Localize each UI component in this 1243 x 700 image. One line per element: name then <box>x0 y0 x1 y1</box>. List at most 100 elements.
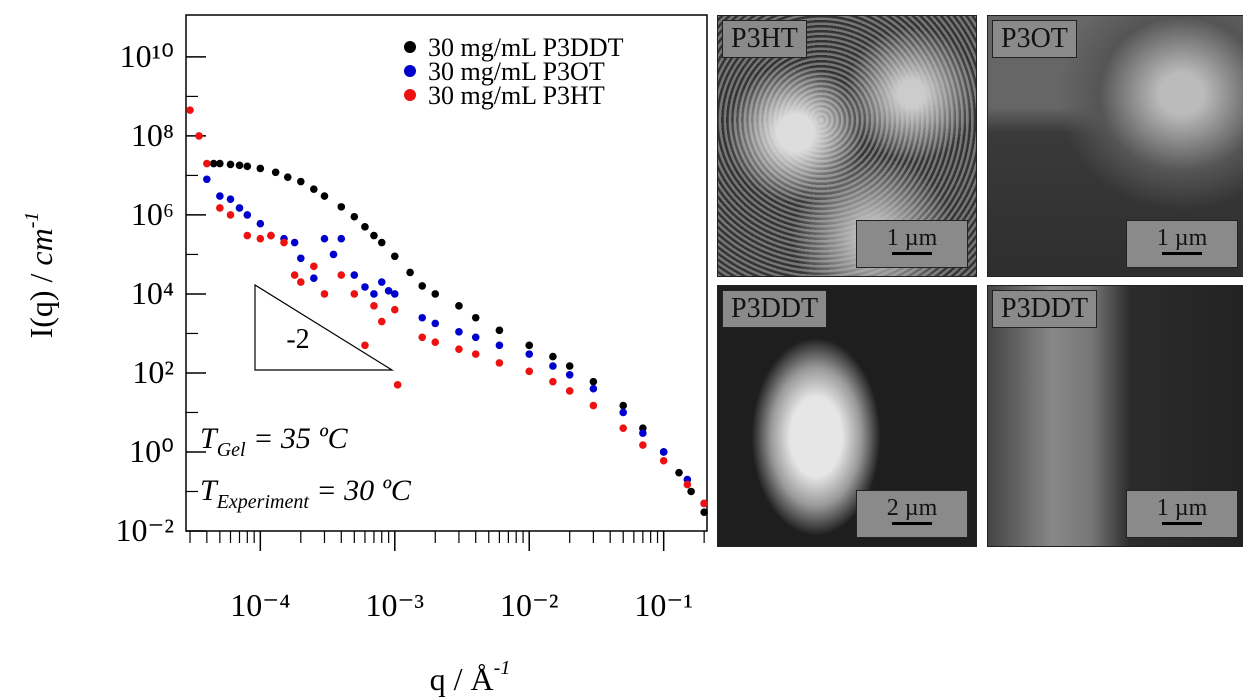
scale-bar <box>892 522 932 525</box>
data-point <box>455 302 463 310</box>
y-tick-label: 10⁶ <box>131 196 174 232</box>
x-tick-label: 10⁻³ <box>366 587 424 623</box>
scale-label: 1 µm <box>886 225 938 251</box>
image-label: P3OT <box>992 20 1077 58</box>
data-point <box>390 305 399 314</box>
data-point <box>235 161 244 170</box>
micrograph: P3DDT 2 µm <box>717 285 977 547</box>
data-point <box>283 173 292 182</box>
data-point <box>280 238 288 247</box>
data-point <box>384 287 393 295</box>
data-point <box>361 341 369 350</box>
data-point <box>390 252 399 261</box>
data-point <box>271 168 280 177</box>
scale-box: 1 µm <box>856 220 968 268</box>
data-point <box>431 338 440 347</box>
scale-box: 1 µm <box>1126 490 1238 538</box>
y-axis-label: I(q) / cm-1 <box>21 212 59 339</box>
y-tick-label: 10⁸ <box>131 117 174 153</box>
data-point <box>393 381 402 389</box>
data-point <box>235 204 244 212</box>
micrograph: P3DDT 1 µm <box>987 285 1243 547</box>
y-tick-label: 10⁰ <box>129 433 174 469</box>
y-tick-label: 10² <box>132 354 174 390</box>
x-tick-label: 10⁻¹ <box>634 587 692 623</box>
t-symbol: T <box>200 422 219 455</box>
scale-bar <box>1162 252 1202 255</box>
data-point <box>226 195 235 204</box>
x-tick-label: 10⁻⁴ <box>230 587 290 623</box>
data-point <box>565 387 574 395</box>
data-point <box>337 203 346 211</box>
data-point <box>377 317 386 326</box>
data-point <box>329 250 338 259</box>
data-point <box>377 278 386 286</box>
data-point <box>226 160 235 169</box>
t-text: = 30 ºC <box>309 474 412 507</box>
data-point <box>370 231 378 240</box>
scale-label: 1 µm <box>1156 495 1208 521</box>
data-point <box>589 384 598 393</box>
slope-triangle <box>254 283 395 371</box>
data-point <box>418 313 427 322</box>
data-point <box>216 159 224 168</box>
data-point <box>565 370 574 379</box>
data-point <box>337 271 346 279</box>
data-point <box>361 223 369 231</box>
legend-label: 30 mg/mL P3HT <box>428 81 605 110</box>
data-point <box>525 341 534 350</box>
data-point <box>310 185 318 193</box>
t-experiment: TExperiment = 30 ºC <box>200 474 412 513</box>
micrograph: P3HT 1 µm <box>717 15 977 277</box>
y-label-text: I(q) / <box>23 266 59 339</box>
data-point <box>675 468 683 477</box>
data-point <box>565 362 574 370</box>
data-point <box>310 274 318 283</box>
data-point <box>350 212 359 221</box>
data-point <box>390 290 399 298</box>
data-point <box>350 290 359 298</box>
data-point <box>216 192 224 200</box>
data-point <box>495 326 504 335</box>
data-point <box>320 290 329 298</box>
y-tick-label: 10⁴ <box>131 275 174 311</box>
micrograph: P3OT 1 µm <box>987 15 1243 277</box>
image-label: P3HT <box>722 20 807 58</box>
data-point <box>687 487 695 496</box>
t-subscript: Gel <box>217 439 246 461</box>
scale-bar <box>892 252 932 255</box>
y-tick-label: 10⁻² <box>116 512 174 548</box>
data-point <box>226 211 235 219</box>
data-point <box>320 234 329 243</box>
data-point <box>659 456 668 465</box>
data-point <box>310 262 318 271</box>
data-point <box>431 290 440 298</box>
data-point <box>267 231 275 240</box>
data-point <box>216 204 224 212</box>
data-point <box>619 424 628 432</box>
scale-label: 2 µm <box>886 495 938 521</box>
data-point <box>525 367 534 376</box>
slope-label: -2 <box>286 324 309 355</box>
data-point <box>659 448 668 456</box>
t-symbol: T <box>200 474 219 507</box>
data-point <box>471 350 480 358</box>
legend-marker <box>404 65 416 77</box>
data-point <box>418 333 427 342</box>
data-point <box>455 345 463 353</box>
data-point <box>256 234 265 243</box>
image-label: P3DDT <box>992 290 1098 328</box>
data-point <box>418 282 427 290</box>
data-point <box>495 359 504 367</box>
y-label-sup: -1 <box>21 212 43 229</box>
data-point <box>297 278 305 286</box>
data-point <box>290 238 299 247</box>
data-point <box>370 290 378 298</box>
x-label-text: q / Å <box>430 661 494 697</box>
data-point <box>243 162 252 171</box>
data-point <box>203 159 211 168</box>
data-point <box>350 271 359 279</box>
x-label-sup: -1 <box>494 657 511 679</box>
data-point <box>471 313 480 322</box>
